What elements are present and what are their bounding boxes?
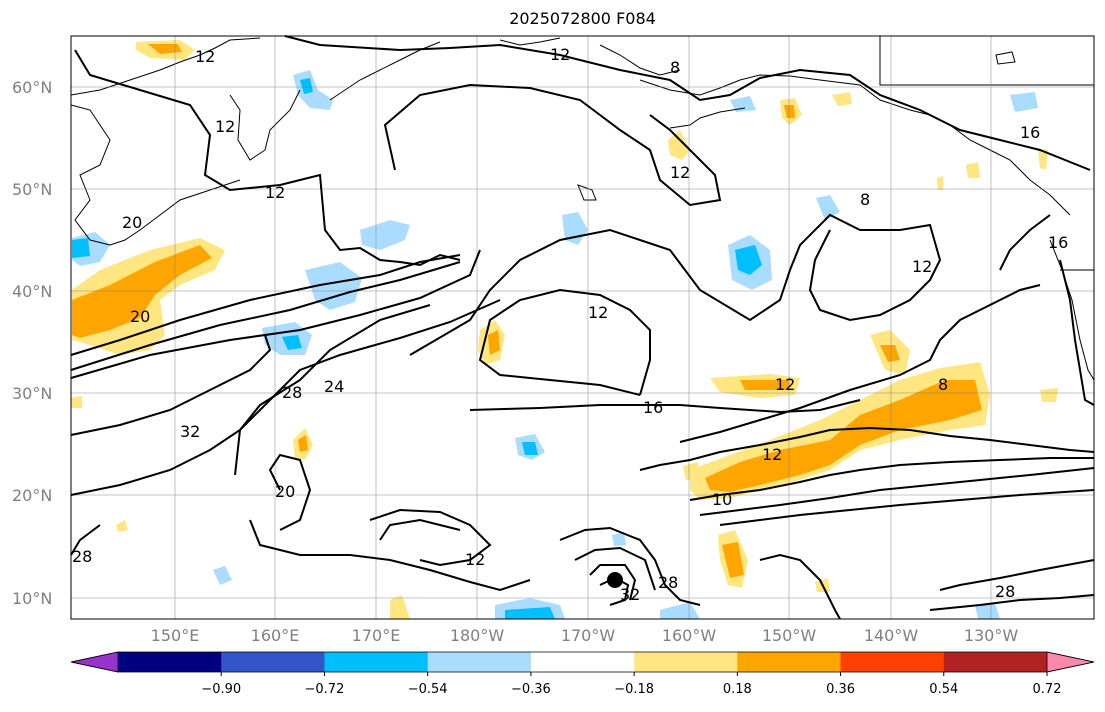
contour-lines bbox=[70, 35, 1095, 620]
map-border bbox=[70, 35, 1095, 620]
contour-label: 8 bbox=[938, 375, 948, 394]
lon-label: 170°E bbox=[352, 626, 401, 645]
colorbar-swatch bbox=[737, 652, 842, 672]
contour-label: 16 bbox=[1020, 123, 1040, 142]
contour-label: 28 bbox=[995, 582, 1015, 601]
latitude-labels: 60°N 50°N 40°N 30°N 20°N 10°N bbox=[12, 78, 52, 608]
colorbar-swatch bbox=[530, 652, 635, 672]
colorbar-labels: −0.90 −0.72 −0.54 −0.36 −0.18 0.18 0.36 0.54 0.7… bbox=[201, 672, 1062, 697]
map-panel: 12 12 8 12 12 20 20 12 12 8 12 16 16 28 … bbox=[70, 35, 1095, 620]
positive-shading bbox=[70, 40, 1058, 619]
negative-shading bbox=[72, 70, 1038, 619]
contour-label: 12 bbox=[912, 257, 932, 276]
colorbar-tick-label: −0.72 bbox=[305, 682, 345, 697]
colorbar-extend-low bbox=[70, 651, 119, 673]
lat-label: 20°N bbox=[12, 486, 52, 505]
colorbar-swatch bbox=[221, 652, 325, 672]
contour-label: 12 bbox=[195, 47, 215, 66]
contour-label: 20 bbox=[122, 213, 142, 232]
colorbar-outline bbox=[70, 651, 1095, 673]
lon-label: 180°W bbox=[450, 626, 505, 645]
contour-label: 32 bbox=[620, 585, 640, 604]
map-title: 2025072800 F084 bbox=[509, 9, 656, 28]
colorbar-swatch bbox=[943, 652, 1048, 672]
contour-label: 20 bbox=[275, 482, 295, 501]
colorbar-swatch bbox=[118, 652, 222, 672]
colorbar-extend-high bbox=[1046, 651, 1095, 673]
lon-label: 150°W bbox=[762, 626, 817, 645]
colorbar-tick-label: −0.36 bbox=[511, 682, 551, 697]
contour-label: 12 bbox=[465, 550, 485, 569]
colorbar-tick-label: −0.90 bbox=[201, 682, 241, 697]
contour-label: 12 bbox=[215, 117, 235, 136]
lon-label: 170°W bbox=[561, 626, 616, 645]
contour-label: 12 bbox=[265, 183, 285, 202]
center-marker bbox=[607, 572, 623, 588]
lat-label: 50°N bbox=[12, 180, 52, 199]
contour-label: 20 bbox=[130, 307, 150, 326]
colorbar-tick-label: −0.54 bbox=[408, 682, 448, 697]
lat-label: 30°N bbox=[12, 384, 52, 403]
lon-label: 150°E bbox=[151, 626, 200, 645]
longitude-labels: 150°E 160°E 170°E 180°W 170°W 160°W 150°… bbox=[151, 626, 1019, 645]
contour-label: 10 bbox=[712, 490, 732, 509]
lon-label: 160°W bbox=[662, 626, 717, 645]
colorbar-tick-label: −0.18 bbox=[614, 682, 654, 697]
contour-label-group: 12 12 8 12 12 20 20 12 12 8 12 16 16 28 … bbox=[72, 45, 1068, 604]
colorbar-swatch bbox=[324, 652, 429, 672]
colorbar-tick-label: 0.72 bbox=[1033, 682, 1062, 697]
contour-label: 8 bbox=[860, 190, 870, 209]
contour-label: 16 bbox=[643, 398, 663, 417]
colorbar-swatch bbox=[634, 652, 738, 672]
contour-label: 28 bbox=[282, 383, 302, 402]
lat-label: 10°N bbox=[12, 589, 52, 608]
lon-label: 160°E bbox=[251, 626, 300, 645]
contour-label: 24 bbox=[324, 377, 344, 396]
colorbar bbox=[70, 651, 1095, 673]
contour-label: 12 bbox=[775, 375, 795, 394]
lat-label: 60°N bbox=[12, 78, 52, 97]
contour-label: 16 bbox=[1048, 233, 1068, 252]
coastlines bbox=[70, 36, 1095, 381]
contour-label: 32 bbox=[180, 422, 200, 441]
colorbar-tick-label: 0.36 bbox=[826, 682, 855, 697]
lat-label: 40°N bbox=[12, 282, 52, 301]
contour-label: 12 bbox=[670, 163, 690, 182]
contour-label: 12 bbox=[588, 303, 608, 322]
colorbar-tick-label: 0.18 bbox=[723, 682, 752, 697]
contour-label: 8 bbox=[670, 58, 680, 77]
lon-label: 130°W bbox=[964, 626, 1019, 645]
colorbar-swatch bbox=[840, 652, 945, 672]
contour-label: 12 bbox=[762, 445, 782, 464]
contour-label: 28 bbox=[658, 573, 678, 592]
colorbar-tick-label: 0.54 bbox=[929, 682, 958, 697]
lon-label: 140°W bbox=[864, 626, 919, 645]
contour-label: 28 bbox=[72, 547, 92, 566]
contour-label: 12 bbox=[550, 45, 570, 64]
colorbar-swatch bbox=[427, 652, 532, 672]
